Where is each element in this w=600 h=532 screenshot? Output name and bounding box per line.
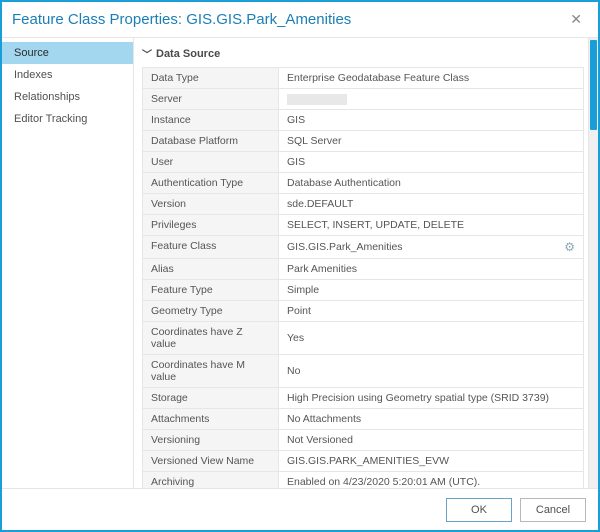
scrollbar[interactable] (588, 38, 598, 488)
property-label: Database Platform (143, 131, 279, 151)
property-value-text: GIS (287, 114, 305, 126)
dialog-footer: OK Cancel (2, 488, 598, 530)
property-value: GIS.GIS.Park_Amenities ⚙ (279, 236, 583, 258)
dialog-window: Feature Class Properties: GIS.GIS.Park_A… (0, 0, 600, 532)
property-value: GIS (279, 110, 583, 130)
sidebar-item-source[interactable]: Source (2, 42, 133, 64)
property-value-text: No (287, 365, 300, 377)
property-label: Feature Class (143, 236, 279, 258)
property-value-text: GIS.GIS.Park_Amenities (287, 241, 403, 253)
property-value: Database Authentication (279, 173, 583, 193)
property-value-text: sde.DEFAULT (287, 198, 353, 210)
property-label: Coordinates have M value (143, 355, 279, 387)
property-row: Privileges SELECT, INSERT, UPDATE, DELETE (143, 215, 583, 236)
property-label: Feature Type (143, 280, 279, 300)
property-row: Feature Class GIS.GIS.Park_Amenities ⚙ (143, 236, 583, 259)
property-row: Attachments No Attachments (143, 409, 583, 430)
property-row: Server (143, 89, 583, 110)
property-value-text: Simple (287, 284, 319, 296)
property-row: Geometry Type Point (143, 301, 583, 322)
content-area: ﹀ Data Source Data Type Enterprise Geodat… (134, 38, 588, 488)
property-label: Privileges (143, 215, 279, 235)
dialog-body: SourceIndexesRelationshipsEditor Trackin… (2, 38, 598, 488)
section-header[interactable]: ﹀ Data Source (142, 44, 584, 67)
property-value-text: Enabled on 4/23/2020 5:20:01 AM (UTC). (287, 476, 480, 488)
property-row: Feature Type Simple (143, 280, 583, 301)
property-value-text: Point (287, 305, 311, 317)
property-value-text: Park Amenities (287, 263, 357, 275)
property-value: No (279, 355, 583, 387)
sidebar: SourceIndexesRelationshipsEditor Trackin… (2, 38, 134, 488)
properties-table: Data Type Enterprise Geodatabase Feature … (142, 67, 584, 488)
property-row: User GIS (143, 152, 583, 173)
property-row: Versioning Not Versioned (143, 430, 583, 451)
property-value-text: Yes (287, 332, 304, 344)
property-label: Server (143, 89, 279, 109)
property-row: Version sde.DEFAULT (143, 194, 583, 215)
property-value-text: Database Authentication (287, 177, 401, 189)
property-label: Version (143, 194, 279, 214)
property-row: Coordinates have Z value Yes (143, 322, 583, 355)
sidebar-item-relationships[interactable]: Relationships (2, 86, 133, 108)
property-value-text: Not Versioned (287, 434, 353, 446)
property-value: Yes (279, 322, 583, 354)
section-title: Data Source (156, 48, 220, 60)
property-label: Versioning (143, 430, 279, 450)
property-value-text: High Precision using Geometry spatial ty… (287, 392, 549, 404)
chevron-down-icon: ﹀ (142, 46, 152, 61)
scroll-thumb[interactable] (590, 40, 597, 130)
property-value: SQL Server (279, 131, 583, 151)
property-value-text: GIS.GIS.PARK_AMENITIES_EVW (287, 455, 449, 467)
property-value-text: No Attachments (287, 413, 361, 425)
property-row: Database Platform SQL Server (143, 131, 583, 152)
property-label: Authentication Type (143, 173, 279, 193)
property-row: Storage High Precision using Geometry spa… (143, 388, 583, 409)
property-value: Park Amenities (279, 259, 583, 279)
property-label: Geometry Type (143, 301, 279, 321)
property-row: Authentication Type Database Authenticati… (143, 173, 583, 194)
property-row: Versioned View Name GIS.GIS.PARK_AMENITIE… (143, 451, 583, 472)
property-value: Point (279, 301, 583, 321)
property-value-text: SELECT, INSERT, UPDATE, DELETE (287, 219, 464, 231)
property-label: Archiving (143, 472, 279, 488)
property-label: Alias (143, 259, 279, 279)
property-label: Coordinates have Z value (143, 322, 279, 354)
property-value: sde.DEFAULT (279, 194, 583, 214)
sidebar-item-editor-tracking[interactable]: Editor Tracking (2, 108, 133, 130)
property-label: Data Type (143, 68, 279, 88)
redacted-value (287, 94, 347, 105)
property-row: Instance GIS (143, 110, 583, 131)
main-panel: ﹀ Data Source Data Type Enterprise Geodat… (134, 38, 598, 488)
dialog-title: Feature Class Properties: GIS.GIS.Park_A… (12, 11, 351, 28)
cancel-button[interactable]: Cancel (520, 498, 586, 522)
property-value-text: Enterprise Geodatabase Feature Class (287, 72, 469, 84)
property-value: SELECT, INSERT, UPDATE, DELETE (279, 215, 583, 235)
property-row: Data Type Enterprise Geodatabase Feature … (143, 68, 583, 89)
titlebar: Feature Class Properties: GIS.GIS.Park_A… (2, 2, 598, 38)
property-value: Enabled on 4/23/2020 5:20:01 AM (UTC). (279, 472, 583, 488)
ok-button[interactable]: OK (446, 498, 512, 522)
sidebar-item-indexes[interactable]: Indexes (2, 64, 133, 86)
property-value: No Attachments (279, 409, 583, 429)
property-row: Alias Park Amenities (143, 259, 583, 280)
property-value: Simple (279, 280, 583, 300)
property-label: Storage (143, 388, 279, 408)
property-value: Enterprise Geodatabase Feature Class (279, 68, 583, 88)
property-row: Archiving Enabled on 4/23/2020 5:20:01 AM… (143, 472, 583, 488)
property-row: Coordinates have M value No (143, 355, 583, 388)
property-value: GIS.GIS.PARK_AMENITIES_EVW (279, 451, 583, 471)
property-value: GIS (279, 152, 583, 172)
property-label: User (143, 152, 279, 172)
gear-icon[interactable]: ⚙ (564, 240, 575, 254)
property-value-text: SQL Server (287, 135, 341, 147)
property-label: Instance (143, 110, 279, 130)
property-value-text: GIS (287, 156, 305, 168)
close-icon[interactable]: ✕ (564, 9, 588, 30)
property-value: Not Versioned (279, 430, 583, 450)
property-label: Versioned View Name (143, 451, 279, 471)
property-value (279, 89, 583, 109)
property-label: Attachments (143, 409, 279, 429)
property-value: High Precision using Geometry spatial ty… (279, 388, 583, 408)
